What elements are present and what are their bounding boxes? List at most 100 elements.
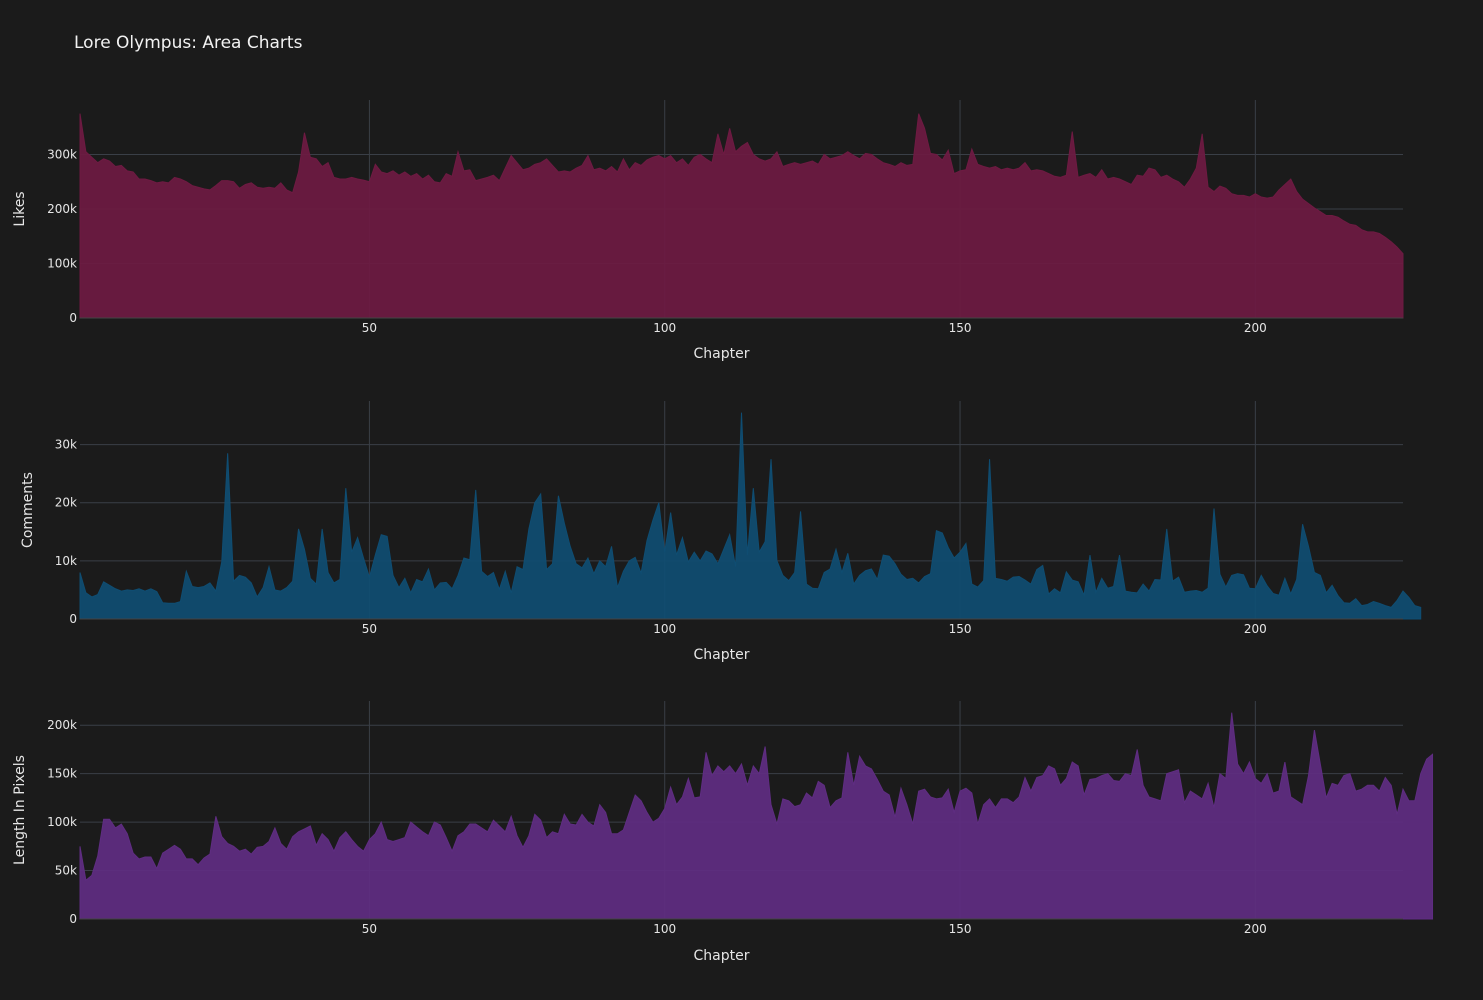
data-point (79, 572, 80, 573)
x-tick-label: 150 (949, 622, 972, 636)
data-point (416, 173, 417, 174)
data-point (304, 132, 305, 133)
data-point (1373, 785, 1374, 786)
data-point (806, 792, 807, 793)
data-point (469, 823, 470, 824)
data-point (274, 827, 275, 828)
data-point (469, 559, 470, 560)
data-point (859, 575, 860, 576)
data-point (711, 162, 712, 163)
data-point (646, 812, 647, 813)
data-point (186, 571, 187, 572)
data-point (1018, 576, 1019, 577)
data-point (942, 797, 943, 798)
data-point (1385, 237, 1386, 238)
data-point (948, 150, 949, 151)
data-point (1190, 591, 1191, 592)
data-point (327, 839, 328, 840)
data-point (664, 552, 665, 553)
data-point (398, 839, 399, 840)
data-point (1213, 508, 1214, 509)
data-point (605, 566, 606, 567)
data-point (1190, 791, 1191, 792)
data-point (133, 590, 134, 591)
data-point (1337, 595, 1338, 596)
data-point (1083, 595, 1084, 596)
data-point (268, 566, 269, 567)
data-point (788, 800, 789, 801)
data-point (658, 502, 659, 503)
data-point (1001, 798, 1002, 799)
data-point (322, 833, 323, 834)
data-point (824, 785, 825, 786)
data-point (1042, 775, 1043, 776)
data-point (1290, 178, 1291, 179)
data-point (912, 823, 913, 824)
data-point (1243, 574, 1244, 575)
data-point (670, 512, 671, 513)
data-point (463, 557, 464, 558)
data-point (599, 168, 600, 169)
data-point (499, 825, 500, 826)
data-point (268, 841, 269, 842)
data-point (280, 182, 281, 183)
data-point (121, 165, 122, 166)
data-point (451, 851, 452, 852)
data-point (351, 552, 352, 553)
data-point (209, 853, 210, 854)
data-point (912, 578, 913, 579)
data-point (747, 142, 748, 143)
data-point (192, 586, 193, 587)
data-point (1060, 177, 1061, 178)
data-point (995, 166, 996, 167)
data-point (558, 171, 559, 172)
data-point (186, 181, 187, 182)
data-point (759, 773, 760, 774)
data-point (1042, 170, 1043, 171)
data-point (1314, 729, 1315, 730)
data-point (971, 148, 972, 149)
data-point (865, 153, 866, 154)
data-point (310, 157, 311, 158)
data-point (262, 846, 263, 847)
data-point (1249, 588, 1250, 589)
data-point (339, 837, 340, 838)
data-point (735, 151, 736, 152)
data-point (516, 566, 517, 567)
data-point (989, 459, 990, 460)
data-point (475, 489, 476, 490)
data-point (735, 773, 736, 774)
data-point (398, 175, 399, 176)
data-point (700, 154, 701, 155)
data-point (924, 128, 925, 129)
data-point (516, 162, 517, 163)
data-point (198, 587, 199, 588)
data-point (593, 573, 594, 574)
data-point (1320, 763, 1321, 764)
data-point (1007, 798, 1008, 799)
data-point (487, 576, 488, 577)
data-point (546, 158, 547, 159)
y-axis-title: Length In Pixels (12, 755, 28, 865)
data-point (623, 158, 624, 159)
data-point (404, 837, 405, 838)
data-point (162, 853, 163, 854)
data-point (150, 588, 151, 589)
data-point (505, 831, 506, 832)
data-point (705, 158, 706, 159)
data-point (753, 765, 754, 766)
data-point (1178, 181, 1179, 182)
data-point (959, 791, 960, 792)
data-point (889, 794, 890, 795)
data-point (215, 591, 216, 592)
data-point (877, 579, 878, 580)
data-point (1207, 187, 1208, 188)
data-point (392, 575, 393, 576)
data-point (1160, 579, 1161, 580)
data-point (274, 188, 275, 189)
data-point (522, 847, 523, 848)
data-point (1349, 603, 1350, 604)
y-tick-label: 100k (47, 815, 77, 829)
data-point (1361, 229, 1362, 230)
data-point (1302, 199, 1303, 200)
